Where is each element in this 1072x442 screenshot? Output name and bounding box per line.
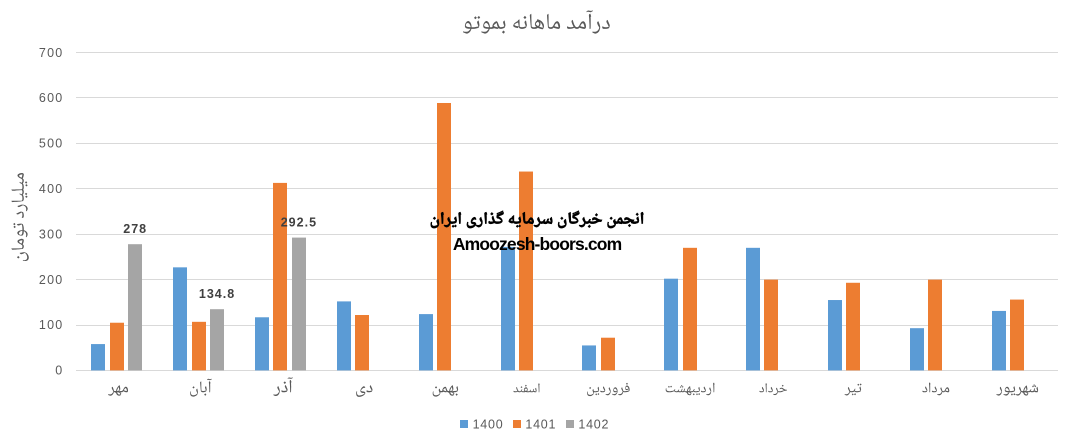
svg-text:1402: 1402 [578,417,609,431]
svg-text:200: 200 [39,273,63,287]
svg-text:100: 100 [39,318,63,332]
svg-text:300: 300 [39,227,63,241]
svg-text:600: 600 [39,91,63,105]
svg-text:500: 500 [39,137,63,151]
svg-text:292.5: 292.5 [281,216,317,230]
svg-text:Amoozesh-boors.com: Amoozesh-boors.com [453,234,622,254]
svg-text:278: 278 [123,222,147,236]
svg-text:1400: 1400 [473,417,504,431]
svg-text:1401: 1401 [525,417,556,431]
svg-text:0: 0 [55,364,63,378]
svg-text:134.8: 134.8 [199,287,235,301]
svg-text:700: 700 [39,46,63,60]
svg-text:400: 400 [39,182,63,196]
